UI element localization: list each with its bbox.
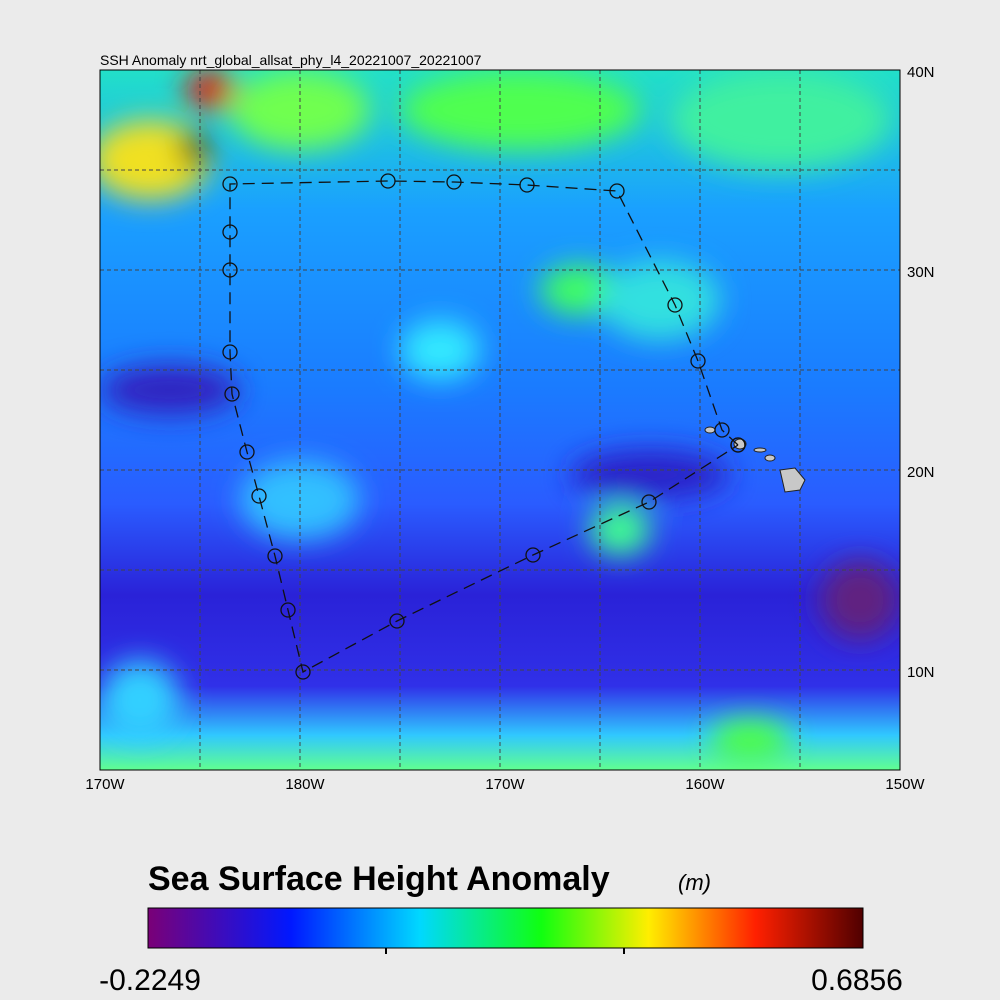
track-point xyxy=(267,548,283,564)
track-point xyxy=(222,224,238,240)
track-point xyxy=(519,177,535,193)
colorbar-min: -0.2249 xyxy=(99,964,201,997)
lon-label: 160W xyxy=(685,776,725,793)
map-title: SSH Anomaly nrt_global_allsat_phy_l4_202… xyxy=(100,52,482,68)
track-point xyxy=(525,547,541,563)
lat-label: 10N xyxy=(907,664,935,681)
track-point xyxy=(295,664,311,680)
track-point xyxy=(222,344,238,360)
track-point xyxy=(222,262,238,278)
colorbar-max: 0.6856 xyxy=(811,964,903,997)
lon-label: 180W xyxy=(285,776,325,793)
track-point xyxy=(380,173,396,189)
track-point xyxy=(690,353,706,369)
track-point xyxy=(239,444,255,460)
track-point xyxy=(222,176,238,192)
track-point xyxy=(224,386,240,402)
colorbar xyxy=(147,907,864,949)
lat-label: 20N xyxy=(907,464,935,481)
track-point xyxy=(641,494,657,510)
track-point xyxy=(609,183,625,199)
colorbar-title: Sea Surface Height Anomaly xyxy=(148,860,610,898)
ship-track xyxy=(229,180,739,673)
track-point xyxy=(446,174,462,190)
lon-label: 170W xyxy=(85,776,125,793)
lat-label: 40N xyxy=(907,64,935,81)
track-point xyxy=(280,602,296,618)
lon-label: 170W xyxy=(485,776,525,793)
lon-label: 150W xyxy=(885,776,925,793)
track-point xyxy=(730,437,746,453)
track-point xyxy=(714,422,730,438)
track-point xyxy=(251,488,267,504)
lat-label: 30N xyxy=(907,264,935,281)
track-point xyxy=(667,297,683,313)
map-frame xyxy=(99,69,901,771)
track-point xyxy=(389,613,405,629)
ssh-field xyxy=(100,70,900,770)
colorbar-units: (m) xyxy=(678,870,711,895)
